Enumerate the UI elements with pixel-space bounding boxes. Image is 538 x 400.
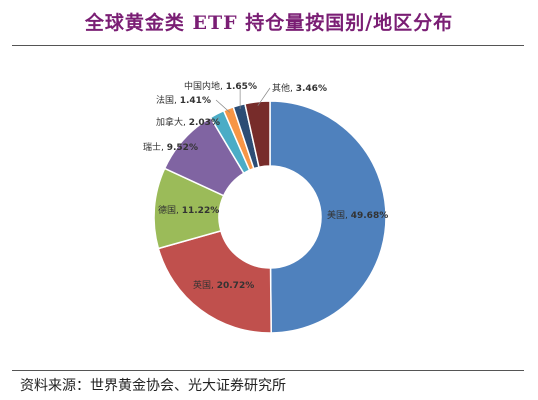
slice-label-3: 瑞士, 9.52% — [143, 141, 198, 153]
slice-1 — [157, 229, 272, 334]
slice-label-5: 法国, 1.41% — [156, 94, 211, 106]
leader-line-7 — [257, 87, 271, 106]
chart-title: 全球黄金类 ETF 持仓量按国别/地区分布 — [84, 12, 454, 34]
slice-label-2: 德国, 11.22% — [158, 204, 219, 216]
leader-line-5 — [215, 99, 231, 113]
labels-group: 美国, 49.68% 英国, 20.72% 德国, 11.22% 瑞士, 9.52% 加… — [143, 80, 388, 291]
slice-7 — [244, 100, 271, 169]
leader-line-4 — [215, 117, 220, 123]
slices-group — [153, 100, 387, 334]
slice-label-0: 美国, 49.68% — [327, 209, 388, 221]
leader-lines-group — [186, 86, 271, 147]
slice-label-7: 其他, 3.46% — [272, 82, 327, 94]
slice-0 — [269, 100, 387, 334]
slice-label-4: 加拿大, 2.03% — [156, 116, 220, 128]
title-divider — [12, 45, 524, 46]
slice-label-6: 中国内地, 1.65% — [184, 80, 257, 92]
source-note: 资料来源：世界黄金协会、光大证券研究所 — [20, 378, 286, 394]
slice-label-1: 英国, 20.72% — [193, 279, 254, 291]
source-divider — [12, 370, 524, 371]
